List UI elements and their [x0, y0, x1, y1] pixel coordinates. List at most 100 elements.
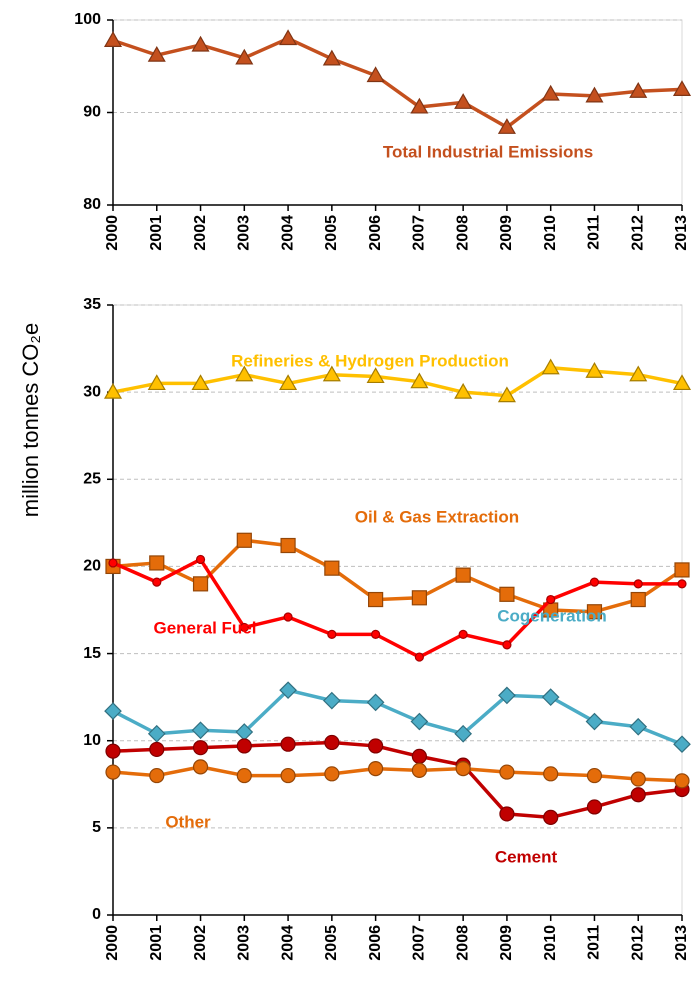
- marker: [149, 555, 165, 571]
- y-tick-label: 90: [83, 104, 101, 121]
- x-tick-label: 2002: [192, 925, 209, 961]
- series-line: [112, 557, 682, 659]
- marker: [673, 735, 691, 754]
- marker: [411, 748, 427, 765]
- x-tick-label: 2013: [673, 925, 690, 961]
- x-tick-label: 2006: [367, 925, 384, 961]
- marker: [630, 771, 646, 787]
- marker: [411, 590, 427, 606]
- marker: [327, 629, 337, 640]
- marker: [324, 560, 340, 576]
- marker: [546, 594, 556, 605]
- x-tick-label: 2004: [279, 925, 296, 961]
- x-tick-label: 2008: [454, 925, 471, 961]
- marker: [586, 604, 603, 620]
- marker: [458, 629, 468, 640]
- marker: [280, 736, 296, 752]
- series-line: [112, 365, 683, 398]
- x-tick-label: 2013: [673, 215, 690, 251]
- marker: [368, 591, 384, 608]
- marker: [589, 577, 600, 587]
- marker: [152, 577, 162, 587]
- marker: [497, 118, 516, 134]
- marker: [454, 93, 473, 109]
- marker: [371, 629, 381, 640]
- marker: [499, 806, 515, 822]
- marker: [324, 766, 340, 782]
- marker: [191, 35, 210, 52]
- series-line: [112, 36, 683, 130]
- x-tick-label: 2003: [236, 925, 253, 961]
- marker: [236, 767, 252, 784]
- y-tick-label: 0: [92, 906, 101, 923]
- x-tick-label: 2006: [367, 215, 384, 251]
- marker: [366, 66, 385, 83]
- marker: [195, 554, 206, 565]
- marker: [283, 612, 293, 622]
- y-tick-label: 20: [83, 558, 101, 575]
- x-tick-label: 2012: [629, 925, 646, 961]
- marker: [149, 767, 165, 784]
- marker: [279, 681, 297, 700]
- marker: [147, 45, 166, 62]
- marker: [280, 537, 296, 554]
- marker: [541, 358, 560, 375]
- marker: [629, 717, 648, 736]
- marker: [239, 622, 249, 633]
- x-tick-label: 2000: [104, 925, 121, 961]
- marker: [586, 767, 603, 784]
- marker: [280, 767, 296, 784]
- marker: [149, 741, 165, 758]
- x-tick-label: 2003: [236, 215, 253, 251]
- marker: [499, 586, 515, 602]
- x-tick-label: 2001: [148, 215, 165, 251]
- x-tick-label: 2009: [498, 925, 515, 961]
- marker: [672, 80, 692, 96]
- x-tick-label: 2004: [279, 215, 296, 251]
- y-tick-label: 15: [83, 645, 101, 662]
- series-label: Other: [165, 812, 211, 831]
- x-tick-label: 2007: [411, 925, 428, 961]
- y-tick-label: 25: [83, 471, 101, 488]
- marker: [279, 374, 298, 391]
- marker: [541, 688, 560, 706]
- marker: [585, 362, 604, 378]
- x-tick-label: 2002: [192, 215, 209, 251]
- marker: [630, 591, 646, 608]
- marker: [191, 374, 210, 391]
- y-tick-label: 10: [83, 732, 101, 749]
- x-tick-label: 2011: [586, 215, 603, 250]
- marker: [498, 686, 516, 705]
- y-tick-label: 35: [83, 296, 101, 313]
- x-tick-label: 2005: [323, 925, 340, 961]
- x-tick-label: 2005: [323, 215, 340, 251]
- series-label: Total Industrial Emissions: [383, 142, 593, 161]
- marker: [192, 576, 209, 592]
- marker: [236, 738, 252, 754]
- marker: [410, 372, 429, 389]
- x-tick-label: 2009: [498, 215, 515, 251]
- marker: [585, 712, 604, 731]
- marker: [414, 652, 424, 662]
- marker: [586, 799, 603, 815]
- marker: [368, 760, 384, 777]
- x-tick-label: 2000: [104, 215, 121, 251]
- marker: [630, 787, 646, 803]
- marker: [368, 738, 384, 754]
- y-tick-label: 5: [92, 819, 101, 836]
- marker: [279, 29, 298, 46]
- marker: [629, 365, 648, 382]
- marker: [324, 734, 340, 751]
- y-tick-label: 80: [83, 196, 101, 213]
- y-tick-label: 100: [74, 11, 101, 28]
- marker: [147, 724, 166, 743]
- x-tick-label: 2011: [586, 925, 603, 960]
- x-tick-label: 2010: [542, 215, 559, 251]
- marker: [672, 374, 692, 391]
- y-axis-label: million tonnes CO₂e: [18, 323, 43, 517]
- marker: [104, 702, 122, 720]
- series-label: Oil & Gas Extraction: [355, 507, 519, 526]
- marker: [455, 567, 471, 583]
- marker: [192, 759, 209, 775]
